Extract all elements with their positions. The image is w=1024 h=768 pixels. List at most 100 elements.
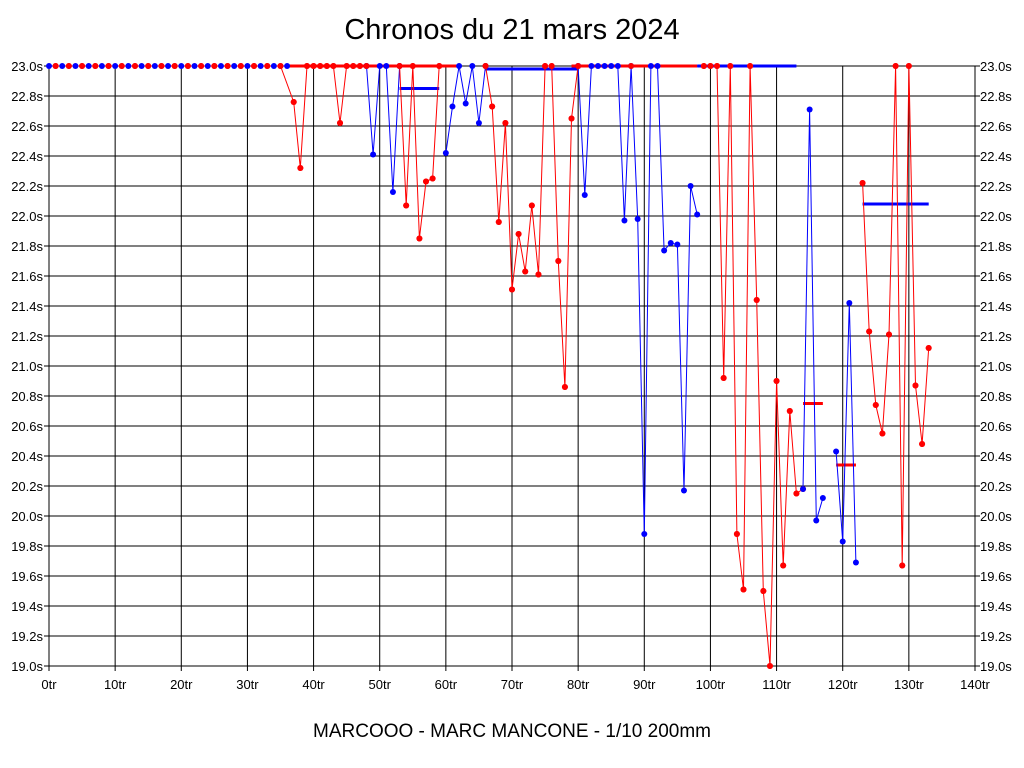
y-tick-label-right: 19.0s <box>980 659 1012 674</box>
marker-layer <box>46 63 932 669</box>
y-tick-label-right: 22.4s <box>980 149 1012 164</box>
x-tick-label: 80tr <box>567 677 590 692</box>
y-tick-label-left: 22.8s <box>11 89 43 104</box>
x-tick-label: 30tr <box>236 677 259 692</box>
data-point-blue <box>601 63 608 69</box>
data-point-red <box>535 271 542 278</box>
chart-xlabel: MARCOOO - MARC MANCONE - 1/10 200mm <box>313 721 711 742</box>
data-point-red <box>548 63 555 69</box>
data-point-red <box>423 178 430 185</box>
y-tick-label-left: 19.2s <box>11 629 43 644</box>
data-point-red <box>118 63 125 69</box>
data-point-red <box>343 63 350 69</box>
data-point-red <box>879 430 886 437</box>
data-point-red <box>509 286 515 293</box>
data-point-blue <box>191 63 198 69</box>
x-tick-label: 70tr <box>501 677 524 692</box>
data-point-red <box>409 63 416 69</box>
x-tick-label: 140tr <box>960 677 990 692</box>
x-tick-label: 40tr <box>302 677 325 692</box>
y-tick-label-left: 23.0s <box>11 59 43 74</box>
x-tick-label: 60tr <box>435 677 458 692</box>
data-point-red <box>323 63 330 69</box>
axis-layer: 19.0s 19.0s 19.2s 19.2s 19.4s 19.4s 19.6s 19.6s… <box>11 59 1012 692</box>
data-point-blue <box>614 63 621 69</box>
data-point-blue <box>59 63 66 69</box>
data-point-blue <box>442 150 449 156</box>
data-point-blue <box>98 63 105 69</box>
data-point-red <box>786 408 793 414</box>
data-point-red <box>52 63 59 69</box>
y-tick-label-left: 19.0s <box>11 659 43 674</box>
data-point-red <box>403 202 410 209</box>
data-point-red <box>747 63 754 69</box>
y-tick-label-right: 19.6s <box>980 569 1012 584</box>
data-point-red <box>416 235 423 242</box>
data-point-red <box>886 331 893 338</box>
series-line-blue <box>577 65 698 535</box>
y-tick-label-right: 21.8s <box>980 239 1012 254</box>
data-point-blue <box>819 495 826 501</box>
data-point-red <box>310 63 317 69</box>
y-tick-label-right: 20.2s <box>980 479 1012 494</box>
data-point-red <box>251 63 258 69</box>
y-tick-label-left: 22.4s <box>11 149 43 164</box>
data-point-red <box>396 63 403 69</box>
data-point-red <box>733 531 740 537</box>
y-tick-label-left: 20.6s <box>11 419 43 434</box>
data-point-blue <box>178 63 185 69</box>
data-point-red <box>303 63 310 69</box>
y-tick-label-left: 21.2s <box>11 329 43 344</box>
data-point-red <box>872 402 879 408</box>
data-point-red <box>905 63 912 69</box>
data-point-blue <box>800 486 807 492</box>
data-point-red <box>925 345 932 351</box>
data-point-red <box>753 297 760 303</box>
data-point-blue <box>244 63 251 69</box>
data-point-red <box>158 63 165 69</box>
data-point-red <box>363 63 370 69</box>
series-line-blue <box>445 65 486 154</box>
data-point-blue <box>661 247 668 254</box>
grid-layer <box>48 65 976 667</box>
data-point-red <box>628 63 635 69</box>
y-tick-label-left: 20.2s <box>11 479 43 494</box>
y-tick-label-right: 22.6s <box>980 119 1012 134</box>
y-tick-label-left: 20.4s <box>11 449 43 464</box>
data-point-red <box>727 63 734 69</box>
data-point-red <box>92 63 99 69</box>
series-line-blue <box>802 109 824 521</box>
data-point-red <box>899 562 906 569</box>
y-tick-label-right: 21.6s <box>980 269 1012 284</box>
data-point-blue <box>112 63 119 69</box>
y-tick-label-left: 19.4s <box>11 599 43 614</box>
data-point-red <box>79 63 86 69</box>
data-point-blue <box>383 63 390 69</box>
data-point-red <box>131 63 138 69</box>
y-tick-label-left: 21.6s <box>11 269 43 284</box>
data-point-blue <box>284 63 291 69</box>
data-point-red <box>740 586 747 593</box>
data-point-blue <box>376 63 383 69</box>
data-point-blue <box>647 63 654 69</box>
data-point-blue <box>674 241 681 248</box>
data-point-red <box>760 588 767 594</box>
y-tick-label-right: 21.2s <box>980 329 1012 344</box>
data-point-blue <box>462 100 469 107</box>
data-point-red <box>290 99 297 105</box>
data-point-blue <box>654 63 661 69</box>
data-point-blue <box>270 63 277 69</box>
data-point-red <box>528 202 535 209</box>
data-point-red <box>489 103 496 110</box>
x-tick-label: 0tr <box>41 677 57 692</box>
y-tick-label-right: 21.0s <box>980 359 1012 374</box>
data-point-red <box>297 165 304 171</box>
data-point-blue <box>46 63 52 69</box>
data-point-blue <box>621 217 628 224</box>
x-tick-label: 20tr <box>170 677 193 692</box>
data-point-red <box>145 63 152 69</box>
data-point-red <box>264 63 271 69</box>
data-point-blue <box>449 103 456 110</box>
series-line-red <box>703 65 804 667</box>
y-tick-label-left: 19.6s <box>11 569 43 584</box>
